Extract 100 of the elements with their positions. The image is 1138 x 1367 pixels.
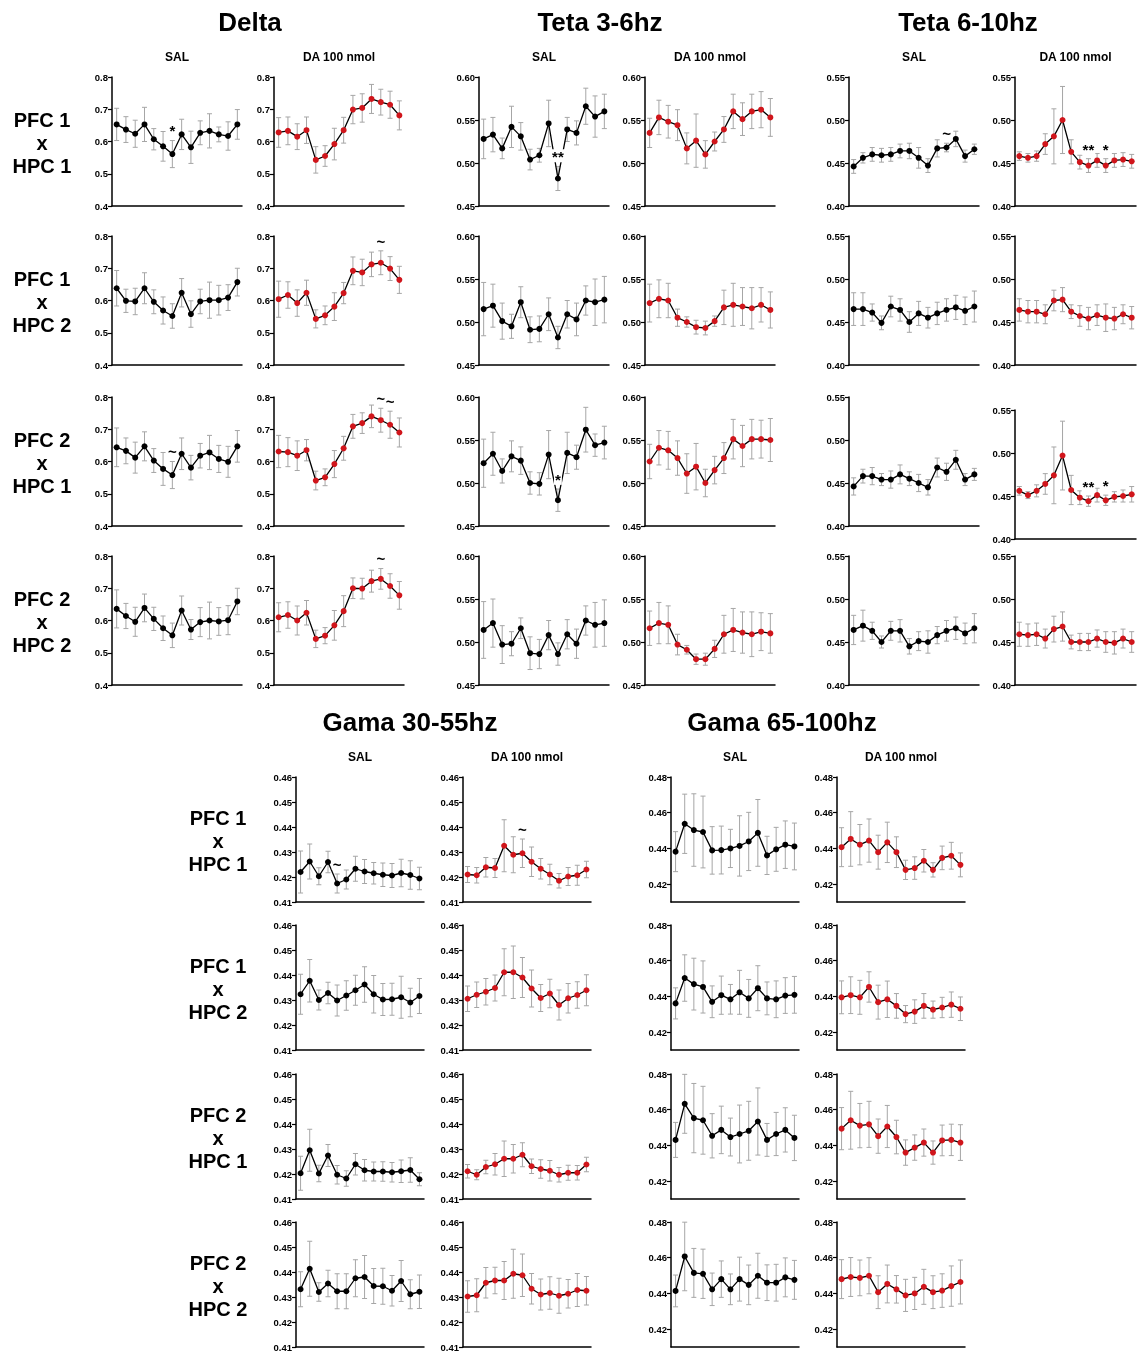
point [141,604,148,611]
point [349,106,356,113]
point [773,1131,780,1137]
point [312,315,319,322]
y-tick-label: 0.40 [992,200,1011,212]
y-tick-label: 0.44 [273,821,293,833]
y-tick-label: 0.7 [94,582,108,594]
point [113,285,120,292]
point [875,999,882,1006]
y-tick-label: 0.8 [256,71,270,83]
y-tick-label: 0.55 [826,550,846,562]
point [1120,311,1127,318]
point [206,449,213,456]
point [349,585,356,592]
point [878,319,885,326]
point [197,129,204,136]
point [1128,158,1135,165]
point [736,1131,743,1137]
y-axis-title: PFC 2 x HPC 1 [12,428,72,497]
point [897,471,904,478]
point [334,1171,341,1178]
point [160,625,167,632]
y-tick-label: 0.42 [440,871,459,883]
y-tick-label: 0.50 [992,593,1011,605]
point [501,969,508,976]
point [702,480,709,486]
point [122,612,129,619]
point [537,995,544,1001]
y-tick-label: 0.55 [992,230,1012,242]
y-tick-label: 0.45 [826,477,846,489]
point [1085,162,1092,169]
point [480,306,487,313]
point [601,108,608,115]
y-axis-title: PFC 1 x HPC 1 [188,806,248,875]
point [464,871,471,878]
point [1076,639,1083,645]
y-tick-label: 0.50 [622,477,641,489]
point [387,265,394,272]
y-tick-label: 0.5 [256,168,271,180]
point [906,643,913,650]
point [887,627,894,634]
point [758,436,765,443]
point [284,292,291,299]
point [574,992,581,998]
point [754,985,761,992]
point [736,1276,743,1283]
y-tick-label: 0.45 [622,359,642,371]
y-tick-label: 0.42 [440,1316,459,1328]
point [583,1287,590,1294]
point [700,829,706,835]
point [655,444,662,451]
point [700,983,706,990]
point [416,875,423,882]
point [379,1283,386,1290]
y-tick-label: 0.48 [814,771,833,783]
point [343,1288,350,1295]
point [856,994,863,1001]
point [934,632,941,639]
point [359,420,366,427]
point [764,1136,770,1143]
y-tick-label: 0.40 [992,533,1011,545]
y-tick-label: 0.42 [648,1175,667,1187]
point [683,470,690,477]
y-tick-label: 0.46 [440,1068,459,1080]
y-tick-label: 0.4 [94,520,109,532]
point [554,175,561,182]
data-label: ~ [518,820,528,838]
y-tick-label: 0.50 [826,593,845,605]
point [340,608,347,615]
point [1024,632,1031,639]
y-tick-label: 0.55 [992,404,1012,416]
point [489,302,496,309]
point [878,476,885,483]
point [492,985,498,991]
point [545,311,552,318]
point [893,849,900,856]
point [727,1134,734,1141]
y-tick-label: 0.41 [440,1193,460,1205]
point [565,1169,572,1176]
point [1050,626,1057,633]
point [1128,314,1135,321]
point [866,1121,872,1128]
point [416,1288,423,1295]
point [359,269,366,276]
point [1033,487,1040,494]
point [565,873,572,880]
chart-subtitle: DA 100 nmol [490,750,564,764]
point [169,632,176,639]
y-tick-label: 0.46 [648,1252,667,1264]
y-tick-label: 0.7 [256,582,270,594]
point [370,991,377,998]
point [510,969,517,976]
y-tick-label: 0.4 [256,359,271,371]
point [234,121,241,128]
y-tick-label: 0.60 [456,550,475,562]
point [377,575,384,582]
point [924,314,931,321]
point [473,1292,480,1299]
point [275,129,282,136]
point [113,121,120,128]
